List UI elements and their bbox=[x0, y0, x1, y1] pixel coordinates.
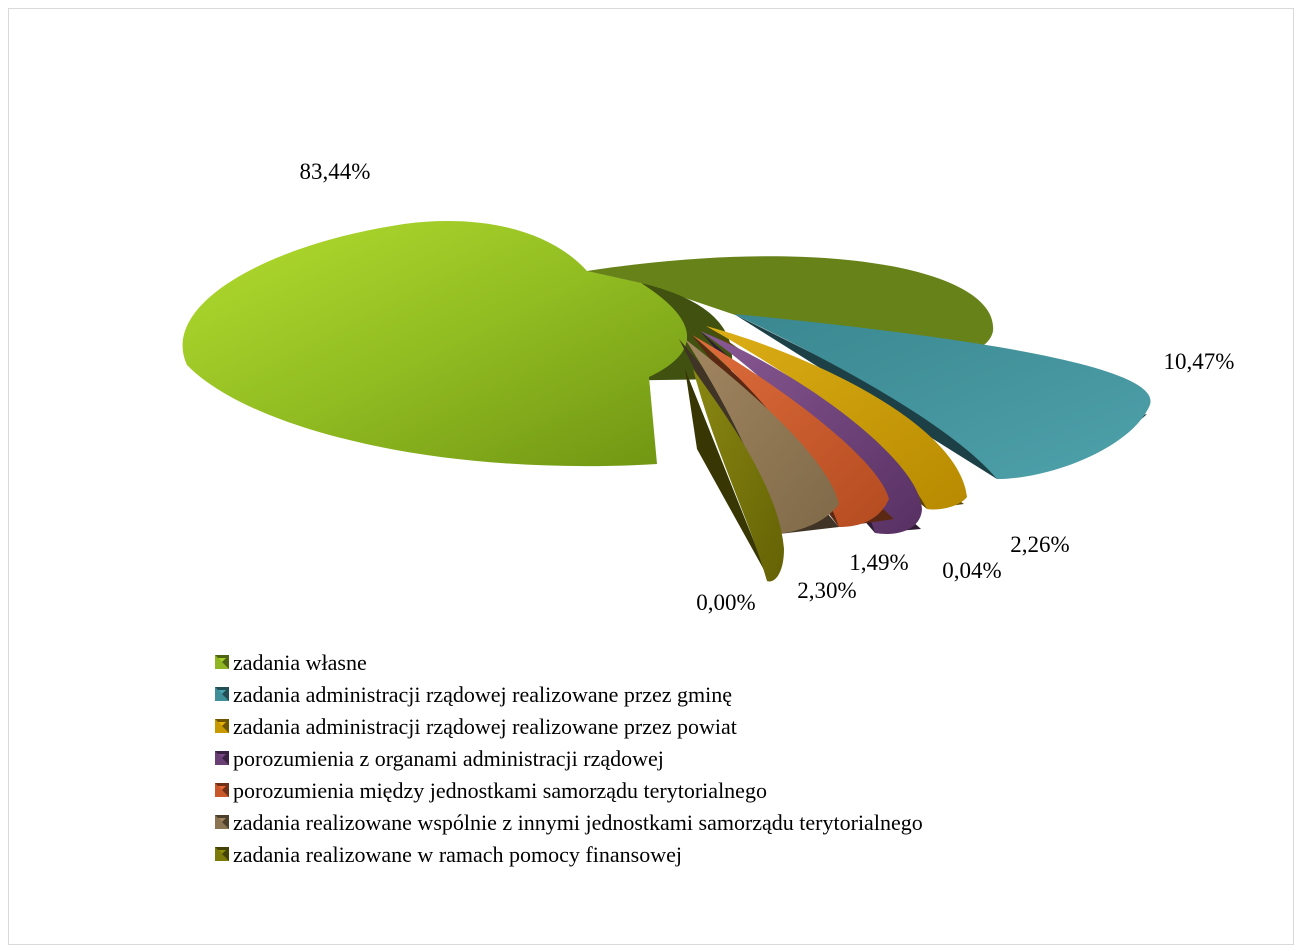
legend-label: porozumienia między jednostkami samorząd… bbox=[233, 778, 767, 803]
pie-chart: 83,44% 10,47% 2,26% 0,04% 1,49% 2,30% 0,00% za… bbox=[182, 159, 1235, 867]
pie-slice-5 bbox=[692, 335, 894, 527]
legend-label: zadania realizowane wspólnie z innymi je… bbox=[233, 810, 923, 835]
legend: zadania własne zadania administracji rząd… bbox=[215, 650, 923, 867]
legend-item-7: zadania realizowane w ramach pomocy fina… bbox=[215, 842, 682, 867]
legend-item-6: zadania realizowane wspólnie z innymi je… bbox=[215, 810, 923, 835]
data-label-3: 2,26% bbox=[1010, 532, 1069, 557]
data-label-7: 0,00% bbox=[696, 590, 755, 615]
data-labels: 83,44% 10,47% 2,26% 0,04% 1,49% 2,30% 0,00% bbox=[300, 159, 1235, 615]
legend-label: zadania własne bbox=[233, 650, 367, 675]
legend-swatch bbox=[215, 783, 229, 797]
pie-slice-6 bbox=[679, 339, 839, 534]
legend-swatch bbox=[215, 815, 229, 829]
chart-area: 83,44% 10,47% 2,26% 0,04% 1,49% 2,30% 0,00% za… bbox=[8, 8, 1294, 945]
legend-swatch bbox=[215, 751, 229, 765]
legend-item-5: porozumienia między jednostkami samorząd… bbox=[215, 778, 767, 803]
data-label-6: 2,30% bbox=[797, 578, 856, 603]
data-label-2: 10,47% bbox=[1164, 349, 1235, 374]
legend-item-1: zadania własne bbox=[215, 650, 367, 675]
legend-label: zadania administracji rządowej realizowa… bbox=[233, 682, 732, 707]
data-label-1: 83,44% bbox=[300, 159, 371, 184]
legend-item-4: porozumienia z organami administracji rz… bbox=[215, 746, 664, 771]
legend-label: zadania realizowane w ramach pomocy fina… bbox=[233, 842, 682, 867]
legend-label: porozumienia z organami administracji rz… bbox=[233, 746, 664, 771]
legend-swatch bbox=[215, 655, 229, 669]
data-label-5: 1,49% bbox=[849, 550, 908, 575]
legend-item-3: zadania administracji rządowej realizowa… bbox=[215, 714, 737, 739]
pie-slices bbox=[182, 221, 1151, 582]
legend-swatch bbox=[215, 719, 229, 733]
legend-swatch bbox=[215, 687, 229, 701]
pie-slice-2 bbox=[734, 314, 1151, 479]
data-label-4: 0,04% bbox=[942, 558, 1001, 583]
legend-item-2: zadania administracji rządowej realizowa… bbox=[215, 682, 732, 707]
legend-label: zadania administracji rządowej realizowa… bbox=[233, 714, 737, 739]
pie-slice-7 bbox=[685, 369, 784, 582]
legend-swatch bbox=[215, 847, 229, 861]
